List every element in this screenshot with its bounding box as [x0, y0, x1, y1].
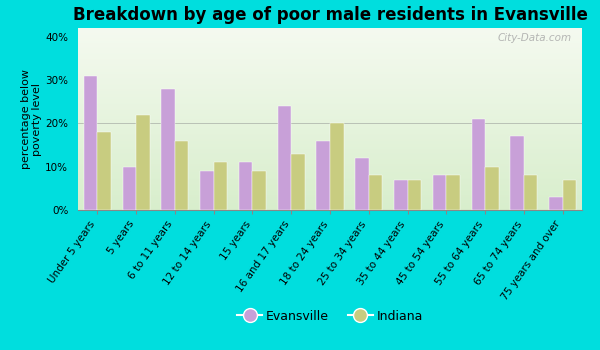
Bar: [394, 180, 407, 210]
Bar: [84, 76, 97, 210]
Bar: [510, 136, 524, 210]
Bar: [563, 180, 576, 210]
Bar: [549, 197, 563, 210]
Bar: [369, 175, 382, 210]
Y-axis label: percentage below
poverty level: percentage below poverty level: [21, 69, 43, 169]
Bar: [355, 158, 369, 210]
Bar: [214, 162, 227, 210]
Bar: [175, 141, 188, 210]
Bar: [316, 141, 330, 210]
Bar: [446, 175, 460, 210]
Bar: [161, 89, 175, 210]
Legend: Evansville, Indiana: Evansville, Indiana: [232, 304, 428, 328]
Bar: [253, 171, 266, 210]
Bar: [472, 119, 485, 210]
Bar: [278, 106, 291, 210]
Bar: [122, 167, 136, 210]
Bar: [407, 180, 421, 210]
Bar: [524, 175, 538, 210]
Bar: [485, 167, 499, 210]
Bar: [200, 171, 214, 210]
Bar: [136, 115, 150, 210]
Bar: [97, 132, 111, 210]
Text: City-Data.com: City-Data.com: [498, 34, 572, 43]
Title: Breakdown by age of poor male residents in Evansville: Breakdown by age of poor male residents …: [73, 6, 587, 24]
Bar: [239, 162, 253, 210]
Bar: [291, 154, 305, 210]
Bar: [433, 175, 446, 210]
Bar: [330, 123, 344, 210]
